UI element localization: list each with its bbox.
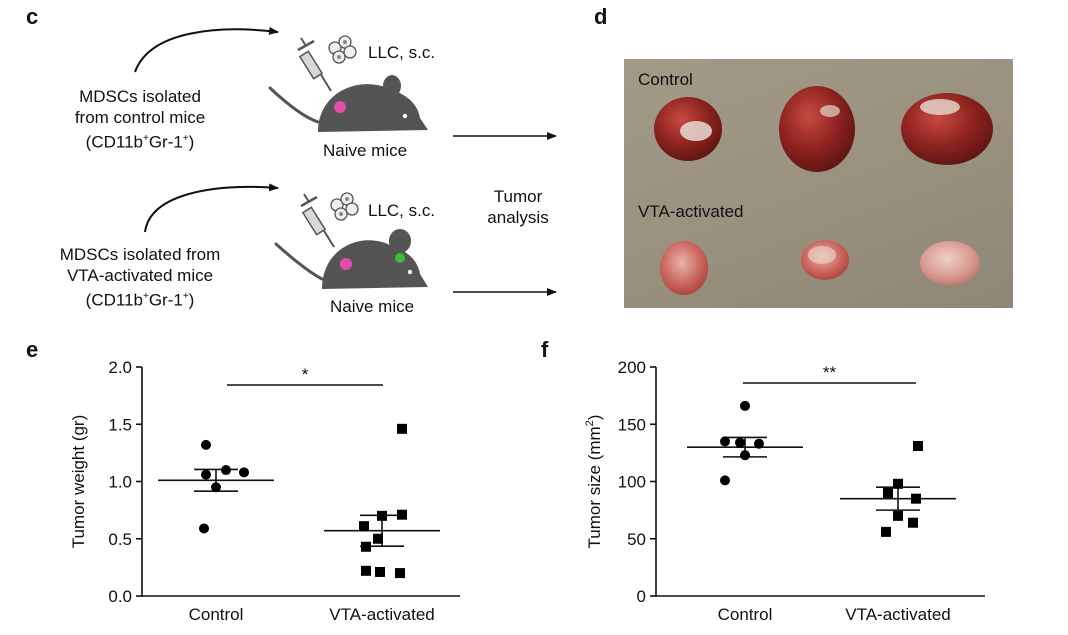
curved-arrow-upper [134,26,279,73]
data-point-control [211,482,221,493]
data-point-vta-activated [397,509,407,520]
chart-tumor-weight: 0.0 0.5 1.0 1.5 2.0 Tumor weight (gr) Control V… [69,358,460,624]
y-tick-label: 0.5 [108,530,132,549]
data-point-vta-activated [395,568,405,579]
lower-source-line-2: VTA-activated mice [66,266,214,285]
tumor-dot-lower [340,258,352,270]
tumor-specimens [654,86,993,295]
y-tick-label: 2.0 [108,358,132,377]
cells-icon-lower [330,192,359,221]
data-point-vta-activated [893,510,903,521]
data-point-control [239,467,249,478]
control-tumor-1 [654,97,722,161]
data-point-vta-activated [911,493,921,504]
lower-injection-label: LLC, s.c. [368,201,436,220]
vta-tumor-3 [920,241,980,285]
y-tick-label: 50 [627,530,646,549]
x-category-label: Control [718,605,773,624]
lower-source-label: MDSCs isolated from VTA-activated mice (… [20,244,260,311]
data-point-vta-activated [881,526,891,537]
upper-source-line-1: MDSCs isolated [79,87,201,106]
upper-source-label: MDSCs isolated from control mice (CD11b+… [40,86,240,153]
data-point-vta-activated [359,521,369,532]
data-point-vta-activated [375,566,385,577]
data-point-control [735,437,745,448]
x-category-label: VTA-activated [845,605,951,624]
control-tumor-3 [901,93,993,165]
curved-arrow-lower [144,183,279,233]
data-point-control [221,465,231,476]
upper-mice-label: Naive mice [323,141,408,160]
data-point-control [740,400,750,411]
y-tick-label: 100 [618,473,646,492]
schematic-diagram [134,26,557,296]
data-point-control [720,436,730,447]
syringe-icon-upper [297,37,332,92]
significance-marker: ** [823,363,837,382]
tumor-dot-upper [334,101,346,113]
mouse-icon-lower [274,229,428,289]
lower-mice-label: Naive mice [330,297,415,316]
y-axis-label: Tumor size (mm2) [584,415,604,549]
data-point-vta-activated [397,423,407,434]
panel-letter-c: c [26,4,39,29]
data-point-control [201,439,211,450]
tumor-photo: Control VTA-activated [624,59,1013,308]
significance-marker: * [302,365,309,384]
y-tick-label: 1.0 [108,473,132,492]
vta-tumor-2 [801,240,849,280]
upper-injection-label: LLC, s.c. [368,43,436,62]
photo-label-vta: VTA-activated [638,202,744,221]
upper-marker-line: (CD11b+Gr-1+) [85,132,195,152]
data-point-vta-activated [377,510,387,521]
mouse-icon-upper [268,75,428,132]
chart-tumor-size: 0 50 100 150 200 Tumor size (mm2) Control VTA-a… [584,358,985,624]
data-point-control [201,469,211,480]
photo-label-control: Control [638,70,693,89]
tumor-analysis-line-2: analysis [487,208,549,227]
panel-letter-e: e [26,337,39,362]
data-point-vta-activated [913,441,923,452]
data-point-vta-activated [361,565,371,576]
y-tick-label: 200 [618,358,646,377]
y-tick-label: 1.5 [108,415,132,434]
data-point-control [754,438,764,449]
upper-source-line-2: from control mice [74,108,206,127]
control-tumor-2 [779,86,855,172]
green-dot-lower [395,253,405,263]
y-tick-label: 150 [618,415,646,434]
data-point-control [720,475,730,486]
data-point-control [740,450,750,461]
y-tick-label: 0 [637,587,646,606]
x-category-label: VTA-activated [329,605,435,624]
panel-letter-f: f [541,337,549,362]
data-point-vta-activated [373,533,383,544]
y-axis-label: Tumor weight (gr) [69,415,88,549]
panel-letter-d: d [594,4,608,29]
x-category-label: Control [189,605,244,624]
cells-icon-upper [328,35,357,64]
data-point-control [199,523,209,534]
vta-tumor-1 [660,241,708,295]
y-tick-label: 0.0 [108,587,132,606]
data-point-vta-activated [908,517,918,528]
lower-marker-line: (CD11b+Gr-1+) [85,290,195,310]
data-point-vta-activated [893,478,903,489]
tumor-analysis-line-1: Tumor [493,187,543,206]
tumor-analysis-label: Tumor analysis [468,186,568,228]
data-point-vta-activated [361,541,371,552]
lower-source-line-1: MDSCs isolated from [59,245,221,264]
syringe-icon-lower [300,193,335,248]
data-point-vta-activated [883,487,893,498]
